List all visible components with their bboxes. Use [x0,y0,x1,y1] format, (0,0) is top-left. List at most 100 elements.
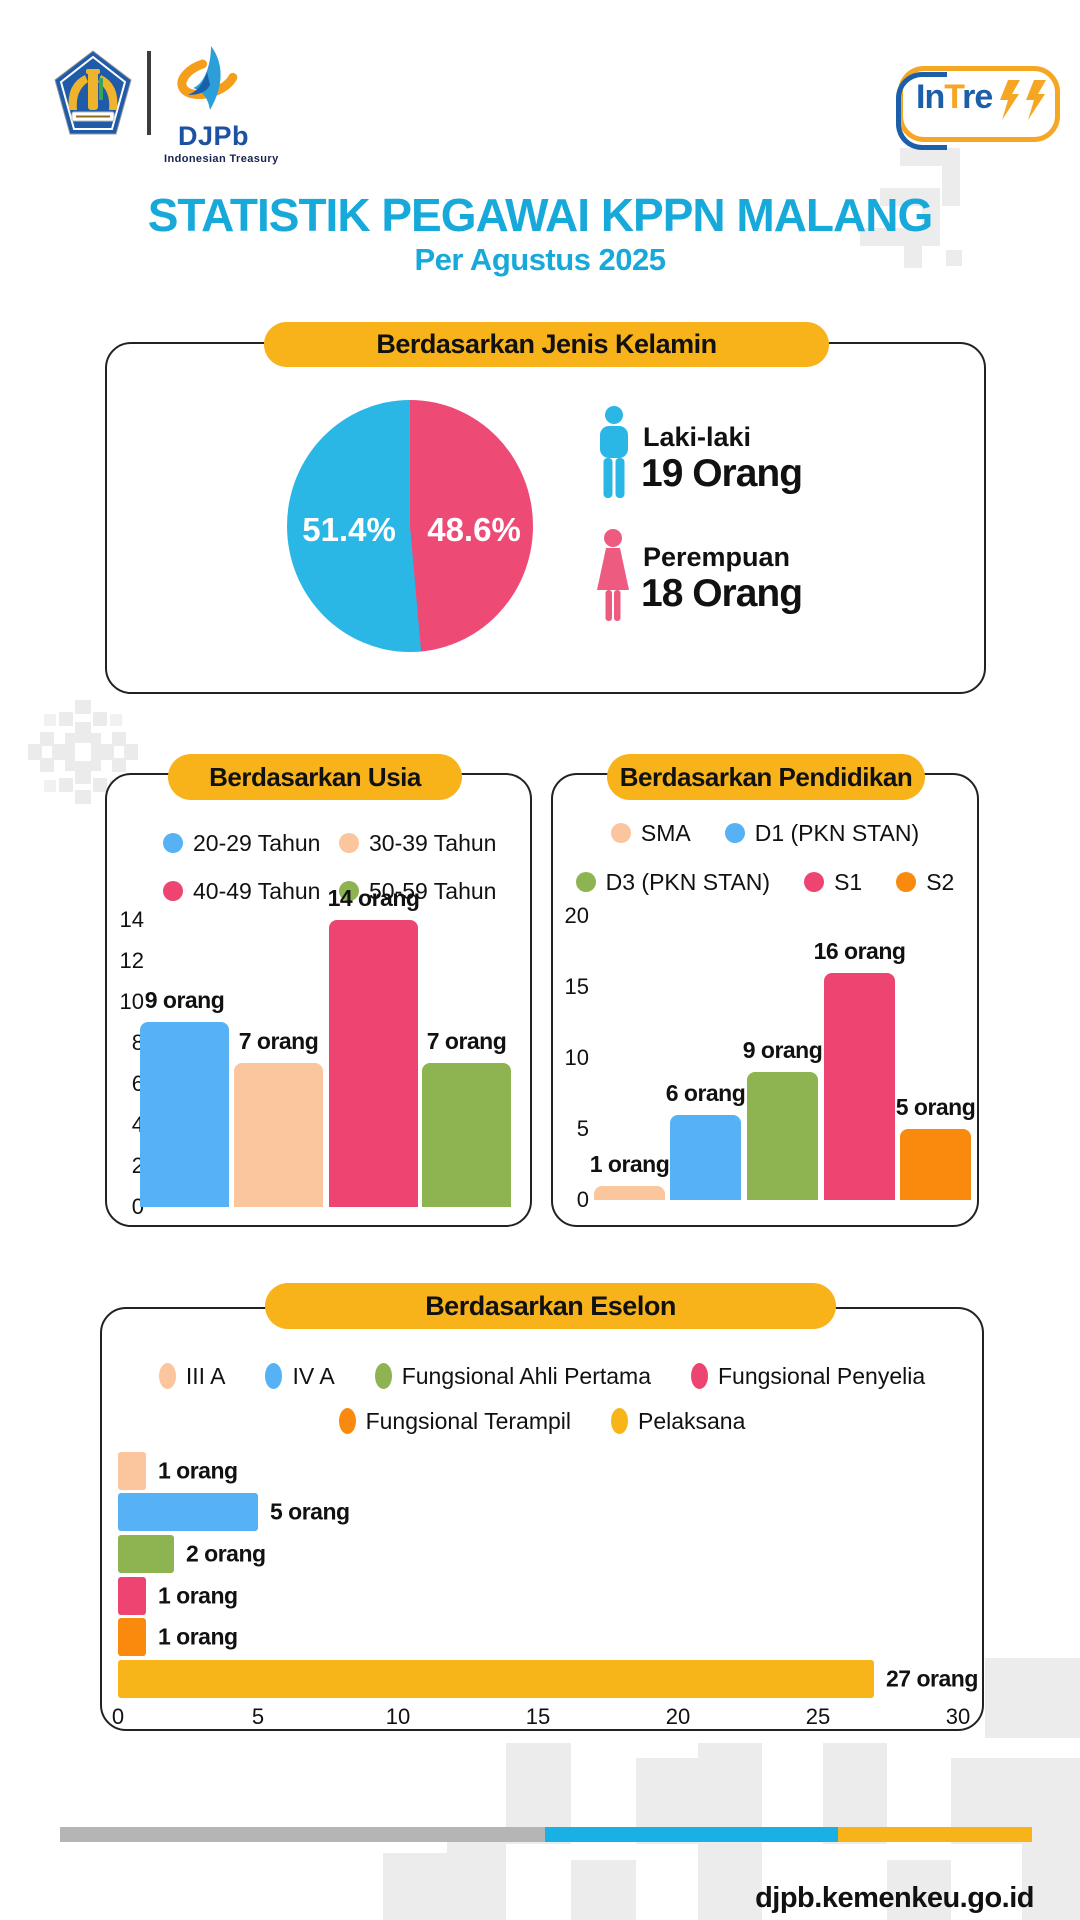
card-eselon-title-pill: Berdasarkan Eselon [265,1283,836,1329]
x-tick: 25 [805,1704,831,1729]
legend-label: Pelaksana [637,1407,746,1434]
legend-label: Fungsional Ahli Pertama [401,1362,651,1389]
legend-item: SMA [610,820,691,847]
legend-item: 40-49 Tahun [163,878,339,905]
legend-label: IV A [292,1362,335,1389]
logo-divider [147,51,151,135]
bar-Fungsional Penyelia [118,1577,146,1615]
bar-S2 [900,1129,971,1200]
kemenkeu-logo [54,50,132,135]
bar-value-label: 27 orang [886,1665,978,1692]
bar-Fungsional Ahli Pertama [118,1535,174,1573]
bar-IV A [118,1493,258,1531]
legend-label: 40-49 Tahun [193,877,321,904]
bar-value-label: 14 orang [327,885,420,911]
deco-column [447,1841,506,1920]
female-label: Perempuan [643,542,791,572]
bar-D3 (PKN STAN) [747,1072,818,1200]
bar-value-label: 7 orang [426,1028,507,1054]
legend-item: Fungsional Penyelia [691,1363,925,1390]
usia-legend: 20-29 Tahun 30-39 Tahun 40-49 Tahun 50-59 T… [163,819,515,915]
pixel-snowflake-decoration [28,700,138,804]
bar-value-label: 5 orang [270,1498,350,1525]
pixel-steps-decoration [860,148,962,268]
page-subtitle: Per Agustus 2025 [414,242,666,277]
card-gender-title: Berdasarkan Jenis Kelamin [376,329,717,359]
male-label: Laki-laki [643,422,752,452]
bar-40-49 Tahun [329,920,418,1207]
gender-pie-chart: 51.4% 48.6% [287,400,533,652]
card-gender: Berdasarkan Jenis Kelamin 51.4% 48.6% La… [105,322,986,694]
card-eselon: Berdasarkan Eselon III A IV A Fungsional A… [100,1283,984,1731]
legend-label: III A [185,1362,226,1389]
bar-S1 [824,973,895,1200]
deco-column [383,1853,447,1920]
eselon-bar-chart: 1 orang 5 orang 2 orang 1 orang 1 orang 27 or… [118,1452,978,1699]
card-usia: Berdasarkan Usia 20-29 Tahun 30-39 Tahun 4… [105,754,532,1227]
x-tick: 30 [945,1704,971,1729]
x-tick: 20 [665,1704,691,1729]
footer-bar-cyan [545,1827,838,1842]
y-tick: 10 [564,1045,589,1070]
legend-item: S1 [804,869,862,896]
pie-male-percent: 51.4% [302,511,396,548]
y-tick: 0 [576,1187,589,1212]
bar-value-label: 6 orang [665,1080,746,1106]
legend-item: D1 (PKN STAN) [724,820,919,847]
legend-dot [339,881,359,901]
legend-label: Fungsional Terampil [365,1407,571,1434]
card-usia-title: Berdasarkan Usia [209,761,421,792]
legend-label: S2 [926,868,955,895]
bar-SMA [594,1186,665,1200]
male-icon [600,406,628,498]
bar-50-59 Tahun [422,1063,511,1207]
legend-label: S1 [834,868,863,895]
legend-item: Fungsional Ahli Pertama [374,1362,651,1390]
legend-label: Fungsional Penyelia [718,1362,926,1389]
bar-Pelaksana [118,1660,874,1698]
card-pendidikan-title-pill: Berdasarkan Pendidikan [607,754,925,800]
deco-column [887,1860,951,1920]
legend-row: SMA D1 (PKN STAN) [553,816,977,850]
bar-value-label: 16 orang [813,938,906,964]
legend-dot [265,1363,283,1389]
bar-III A [118,1452,146,1490]
legend-item: Fungsional Terampil [338,1407,571,1435]
legend-label: 50-59 Tahun [369,877,497,904]
intress-logo: InTre [896,66,1060,150]
bar-value-label: 1 orang [158,1623,238,1650]
legend-item: IV A [265,1362,335,1390]
legend-item: Pelaksana [610,1407,746,1435]
djpb-logo-icon [177,46,239,110]
legend-dot [896,872,917,892]
legend-label: 20-29 Tahun [193,829,321,856]
footer-website: djpb.kemenkeu.go.id [755,1882,1034,1914]
intress-logo-frame-blue [896,72,947,150]
bar-D1 (PKN STAN) [670,1115,741,1200]
djpb-logo: DJPb Indonesian Treasury [164,44,294,165]
intress-text-re: re [962,78,993,116]
y-tick: 5 [576,1116,589,1141]
legend-dot [691,1363,708,1389]
legend-item: 50-59 Tahun [339,878,515,905]
x-tick: 0 [111,1704,125,1729]
legend-dot [339,833,359,853]
legend-item: III A [158,1362,226,1390]
intress-text-in: In [916,78,945,116]
bar-value-label: 1 orang [589,1151,670,1177]
bar-value-label: 1 orang [158,1582,238,1609]
footer-bar-gray [60,1827,545,1842]
legend-dot [374,1363,392,1389]
pie-female-percent: 48.6% [427,511,521,548]
deco-column [985,1658,1080,1738]
intress-text-t: T [944,78,963,116]
card-gender-title-pill: Berdasarkan Jenis Kelamin [264,322,829,367]
card-usia-title-pill: Berdasarkan Usia [168,754,462,800]
djpb-logo-tagline: Indonesian Treasury [164,153,279,165]
legend-dot [338,1408,356,1434]
legend-row: Fungsional Terampil Pelaksana [102,1404,982,1438]
legend-row: D3 (PKN STAN) S1 S2 [553,865,977,899]
y-tick: 14 [119,907,144,932]
bar-20-29 Tahun [140,1022,229,1207]
